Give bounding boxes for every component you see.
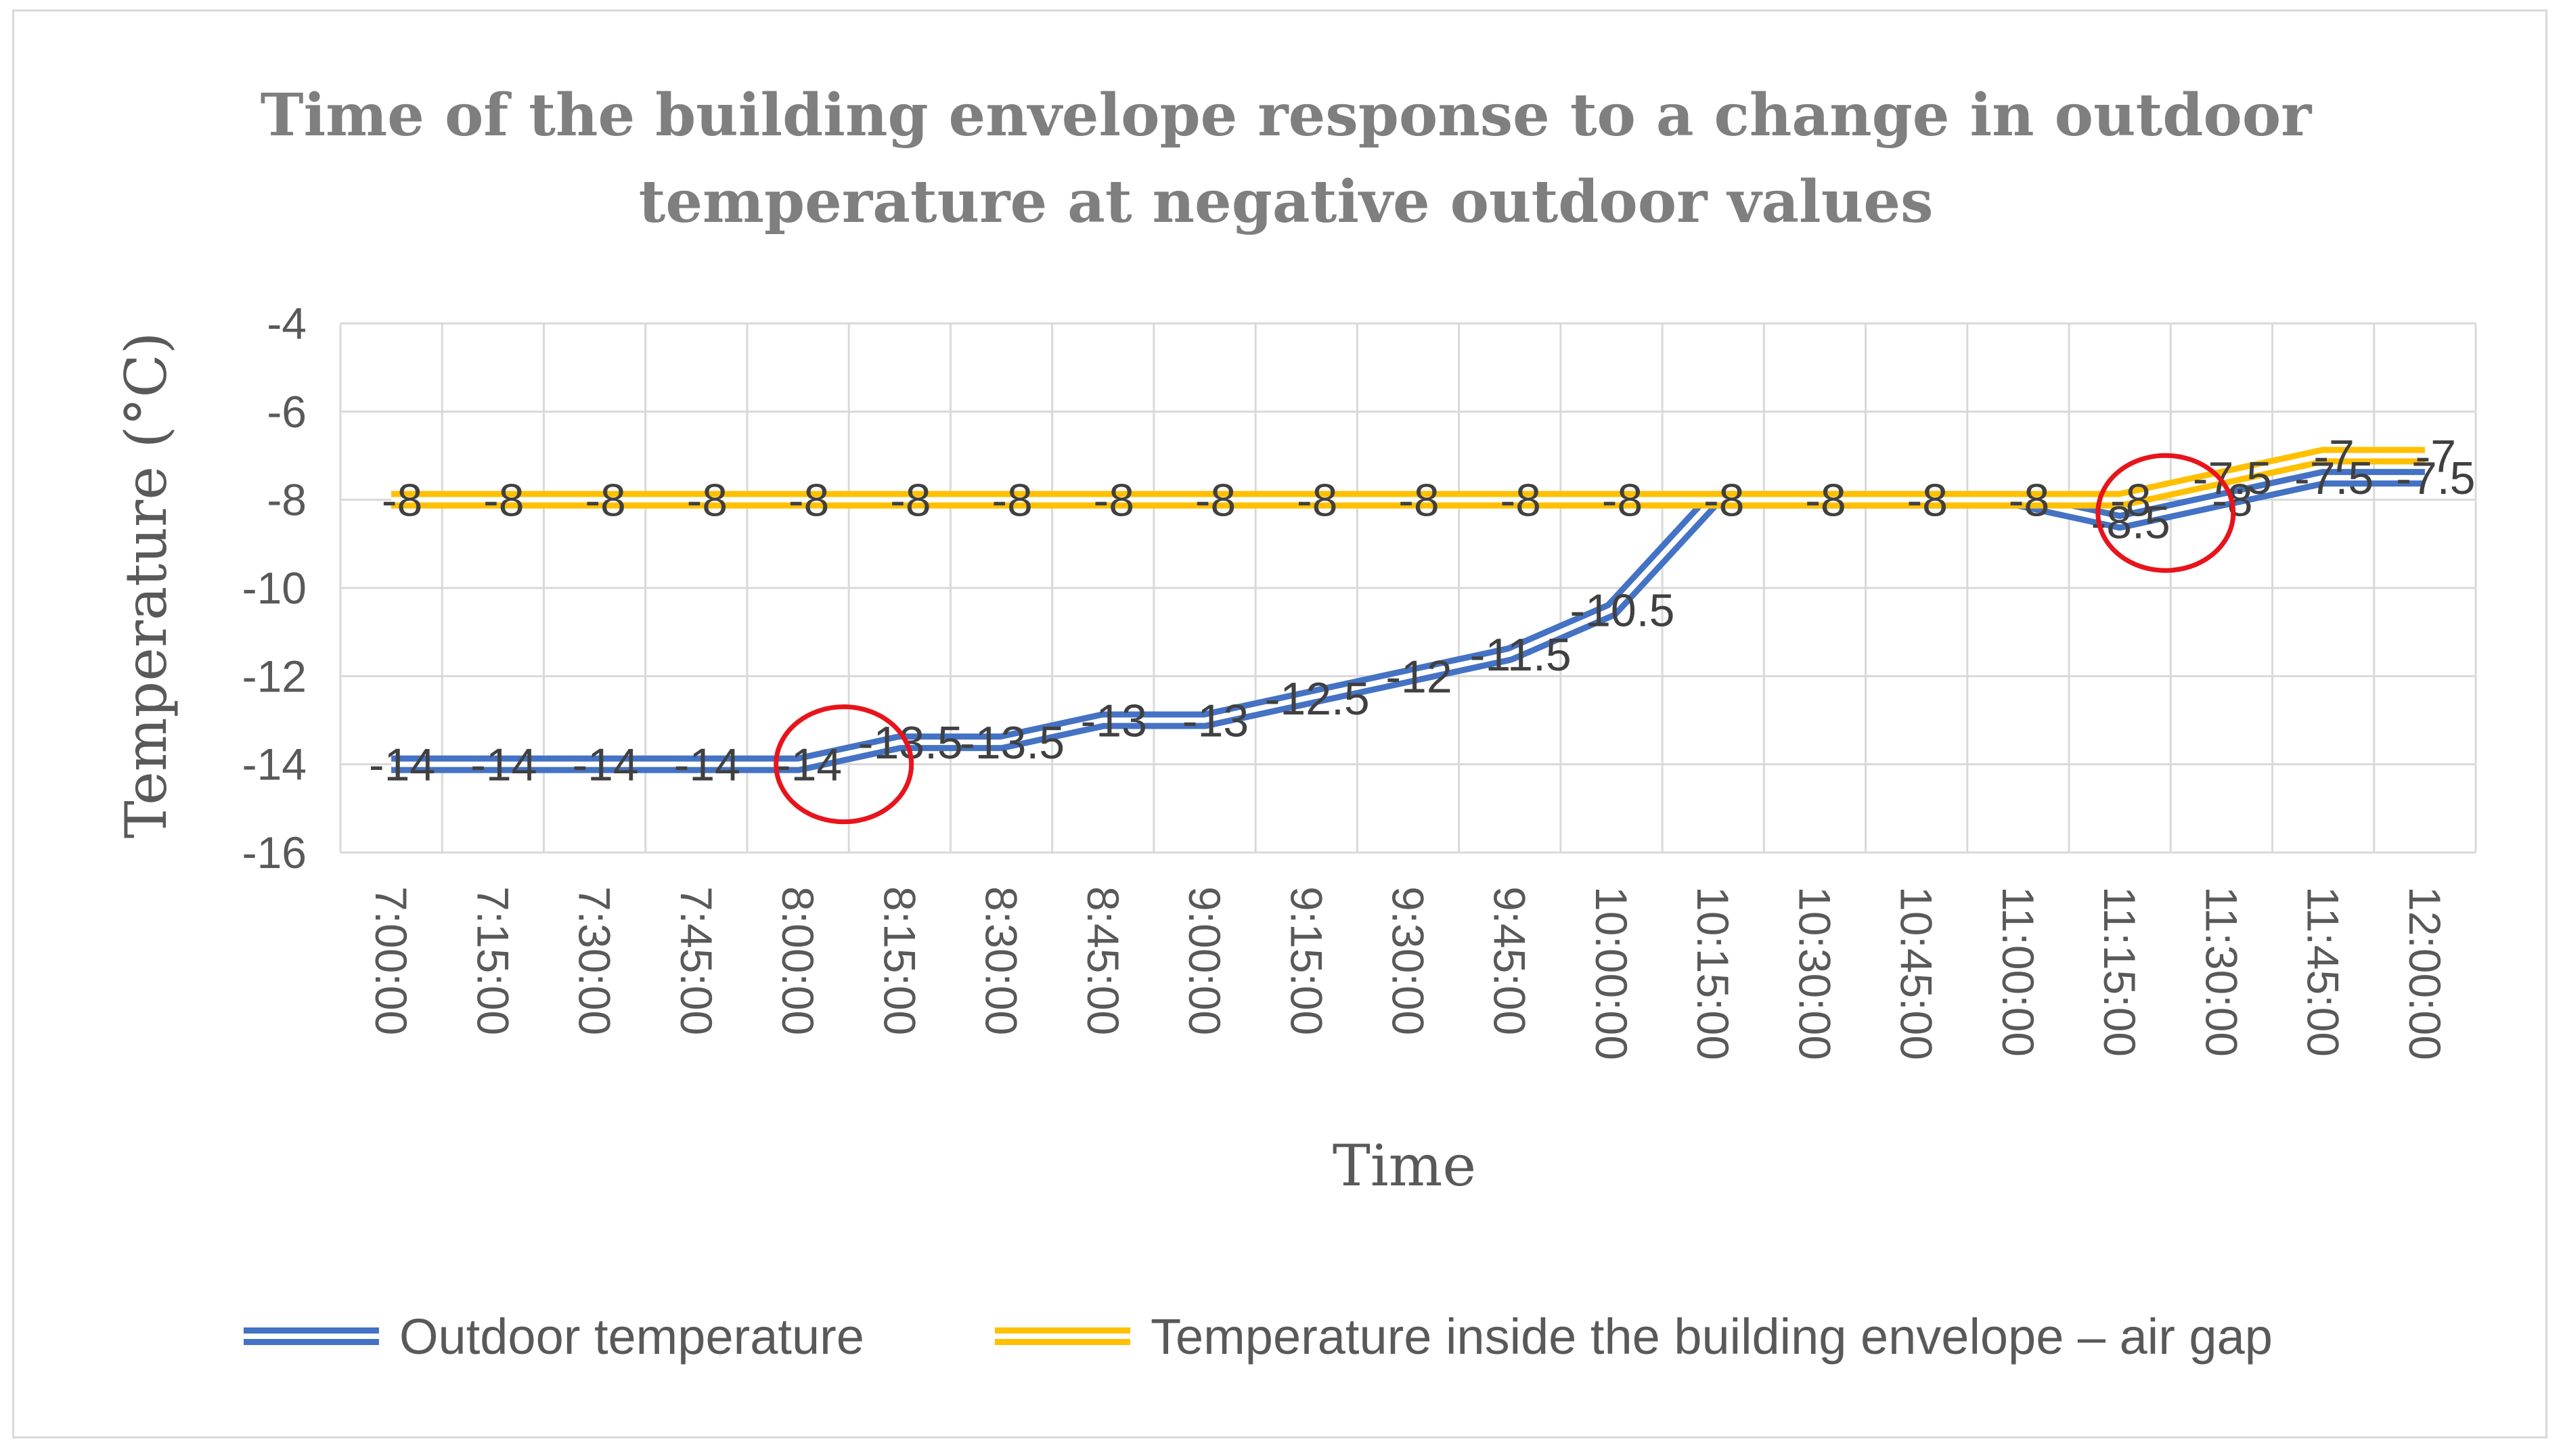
- x-tick-label-12: 10:00:00: [1586, 886, 1636, 1060]
- x-tick-label-13: 10:15:00: [1688, 886, 1738, 1060]
- y-tick-label-6: -16: [242, 827, 307, 878]
- series-1-label-9: -8: [1297, 475, 1337, 526]
- annotation-circle-0: [774, 704, 914, 825]
- y-axis-title: Temperature (°C): [113, 332, 179, 839]
- annotation-circle-1: [2095, 453, 2236, 573]
- x-tick-label-16: 11:00:00: [1993, 886, 2043, 1057]
- series-1-label-0: -8: [382, 475, 422, 526]
- x-tick-label-10: 9:30:00: [1383, 886, 1433, 1035]
- x-axis-title: Time: [1333, 1133, 1476, 1199]
- series-0-label-13: -8: [1703, 475, 1744, 526]
- legend-label-0: Outdoor temperature: [399, 1309, 864, 1365]
- series-0-label-14: -8: [1805, 475, 1846, 526]
- x-axis-ticks: 7:00:00 7:15:00 7:30:00 7:45:00 8:00:00 8:15:…: [366, 886, 2450, 1060]
- gridlines: [339, 322, 2477, 854]
- series-1-label-14: -8: [1805, 475, 1846, 526]
- series-1-label-6: -8: [992, 475, 1032, 526]
- chart-title-line-1: Time of the building envelope response t…: [261, 81, 2313, 150]
- series-1-label-2: -8: [585, 475, 625, 526]
- series-1-label-13: -8: [1703, 475, 1744, 526]
- x-tick-label-1: 7:15:00: [468, 886, 518, 1035]
- y-tick-label-1: -6: [267, 386, 307, 436]
- series-0-label-9: -12.5: [1265, 673, 1370, 725]
- series-1-label-1: -8: [483, 475, 524, 526]
- legend: Outdoor temperature Temperature inside th…: [244, 1309, 2273, 1365]
- annotations: [774, 453, 2236, 825]
- series-0-label-19: -7.5: [2294, 453, 2374, 504]
- series-1-label-4: -8: [788, 475, 829, 526]
- x-tick-label-9: 9:15:00: [1281, 886, 1331, 1035]
- series-0-label-15: -8: [1907, 475, 1947, 526]
- series-1-label-11: -8: [1500, 475, 1541, 526]
- series-1-label-17: -8: [2110, 475, 2151, 526]
- x-tick-label-6: 8:30:00: [977, 886, 1027, 1035]
- chart-title-line-2: temperature at negative outdoor values: [639, 168, 1934, 236]
- x-tick-label-5: 8:15:00: [874, 886, 925, 1035]
- series-0-label-2: -14: [572, 740, 638, 791]
- series-0-label-0: -14: [369, 740, 435, 791]
- chart-title: Time of the building envelope response t…: [261, 81, 2313, 236]
- x-tick-label-7: 8:45:00: [1078, 886, 1128, 1035]
- x-tick-label-0: 7:00:00: [366, 886, 416, 1035]
- y-tick-label-5: -14: [242, 740, 307, 790]
- y-tick-label-4: -12: [242, 651, 307, 701]
- series-0-label-6: -13.5: [960, 717, 1065, 769]
- series-0-label-16: -8: [2009, 475, 2049, 526]
- series-0-label-3: -14: [674, 740, 740, 791]
- x-tick-label-3: 7:45:00: [671, 886, 721, 1035]
- series-0-label-7: -13: [1081, 696, 1147, 747]
- y-tick-label-2: -8: [267, 475, 307, 525]
- series-lines: [391, 447, 2425, 773]
- series-1-label-20: -7: [2415, 431, 2456, 482]
- series-1-label-15: -8: [1907, 475, 1947, 526]
- legend-label-1: Temperature inside the building envelope…: [1151, 1309, 2273, 1365]
- series-1-label-5: -8: [890, 475, 931, 526]
- series-1-label-7: -8: [1094, 475, 1134, 526]
- x-tick-label-18: 11:30:00: [2196, 886, 2246, 1057]
- series-1-label-3: -8: [687, 475, 728, 526]
- series-1-label-8: -8: [1195, 475, 1236, 526]
- x-tick-label-17: 11:15:00: [2095, 886, 2145, 1057]
- series-1-label-16: -8: [2009, 475, 2049, 526]
- series-1-label-12: -8: [1602, 475, 1643, 526]
- x-tick-label-20: 12:00:00: [2400, 886, 2450, 1060]
- x-tick-label-11: 9:45:00: [1485, 886, 1535, 1035]
- y-tick-label-0: -4: [267, 298, 307, 348]
- x-tick-label-8: 9:00:00: [1180, 886, 1230, 1035]
- series-0-label-11: -11.5: [1470, 629, 1572, 681]
- series-0-label-10: -12: [1385, 651, 1452, 702]
- chart-frame: [12, 9, 2547, 1438]
- y-tick-label-3: -10: [242, 563, 307, 613]
- x-tick-label-14: 10:30:00: [1789, 886, 1840, 1060]
- x-tick-label-4: 8:00:00: [773, 886, 823, 1035]
- series-1-label-19: -7: [2313, 431, 2354, 482]
- series-1-label-10: -8: [1398, 475, 1439, 526]
- x-tick-label-2: 7:30:00: [570, 886, 620, 1035]
- series-0-label-1: -14: [470, 740, 537, 791]
- y-axis-ticks: -4 -6 -8 -10 -12 -14 -16: [242, 298, 307, 878]
- series-0-label-12: -10.5: [1569, 585, 1674, 637]
- data-labels: -14 -14 -14 -14 -14 -13.5-13.5 -13 -13 -12.5 -12-…: [369, 431, 2475, 791]
- series-0-label-8: -13: [1182, 696, 1249, 747]
- series-0-label-4: -14: [776, 740, 842, 791]
- series-0-label-20: -7.5: [2396, 453, 2475, 504]
- x-tick-label-19: 11:45:00: [2298, 886, 2348, 1057]
- x-tick-label-15: 10:45:00: [1892, 886, 1942, 1060]
